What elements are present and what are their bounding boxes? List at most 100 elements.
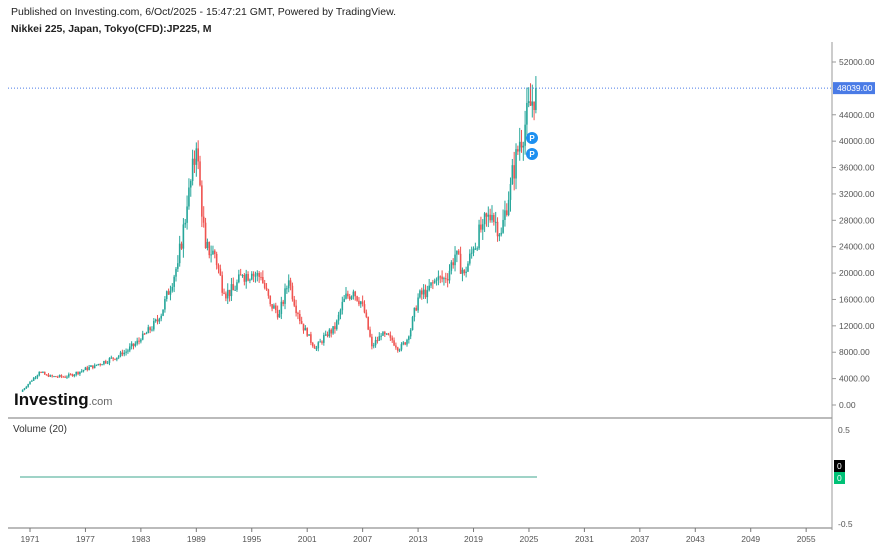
- candle-body: [419, 290, 421, 298]
- candle-body: [376, 340, 379, 342]
- y-tick-label: 8000.00: [839, 347, 870, 357]
- candle-body: [86, 367, 89, 370]
- candle-body: [420, 290, 423, 295]
- candle-body: [441, 276, 443, 280]
- candle-body: [267, 289, 270, 296]
- candle-body: [529, 101, 532, 106]
- x-tick-label: 2013: [409, 534, 428, 544]
- candle-body: [332, 326, 334, 334]
- candle-body: [526, 102, 528, 125]
- candle-body: [215, 253, 218, 266]
- candle-body: [480, 224, 482, 230]
- candle-body: [411, 317, 414, 330]
- candle-body: [524, 124, 526, 146]
- y-tick-label: 16000.00: [839, 294, 875, 304]
- candle-body: [527, 101, 530, 103]
- candle-body: [158, 318, 161, 322]
- candle-body: [95, 364, 98, 366]
- candle-body: [522, 145, 525, 148]
- candle-body: [73, 374, 76, 377]
- y-tick-label: 28000.00: [839, 215, 875, 225]
- event-marker-icon[interactable]: [526, 132, 538, 144]
- candle-body: [212, 250, 214, 255]
- candle-body: [193, 158, 196, 165]
- candle-body: [36, 375, 39, 378]
- candle-body: [445, 278, 447, 280]
- candle-body: [84, 367, 87, 371]
- candle-body: [243, 275, 246, 282]
- candle-body: [459, 253, 462, 274]
- candle-body: [299, 313, 301, 322]
- investing-logo: Investing.com: [14, 390, 113, 409]
- candle-body: [143, 333, 146, 335]
- candle-body: [103, 361, 105, 365]
- candle-body: [424, 289, 427, 298]
- candle-body: [217, 265, 220, 269]
- candle-body: [42, 372, 44, 374]
- event-marker-label: P: [529, 150, 535, 159]
- candle-body: [511, 165, 514, 185]
- candle-body: [106, 362, 109, 364]
- candle-body: [62, 376, 65, 378]
- candle-body: [223, 292, 225, 294]
- candle-body: [108, 358, 111, 363]
- candle-body: [68, 374, 70, 377]
- candle-body: [306, 328, 308, 336]
- y-tick-label: 24000.00: [839, 242, 875, 252]
- last-price-badge: [833, 82, 875, 95]
- candle-body: [147, 327, 150, 334]
- candle-body: [51, 375, 53, 377]
- candle-body: [450, 262, 453, 271]
- candle-body: [520, 141, 523, 148]
- candle-body: [371, 336, 373, 347]
- candle-body: [494, 221, 497, 223]
- x-tick-label: 2001: [298, 534, 317, 544]
- candle-body: [112, 357, 114, 359]
- candle-body: [31, 380, 33, 382]
- candle-body: [208, 241, 211, 256]
- event-marker-icon[interactable]: [526, 148, 538, 160]
- candle-body: [195, 148, 198, 165]
- candle-body: [395, 345, 397, 348]
- candle-body: [472, 248, 475, 253]
- x-tick-label: 2019: [464, 534, 483, 544]
- candle-body: [454, 254, 456, 266]
- candle-body: [474, 248, 477, 250]
- candle-body: [324, 334, 327, 336]
- candle-body: [461, 269, 464, 274]
- candle-body: [32, 377, 35, 381]
- candle-body: [221, 275, 223, 293]
- y-tick-label: 36000.00: [839, 163, 875, 173]
- candle-body: [311, 342, 314, 347]
- candle-body: [127, 350, 129, 352]
- candle-body: [141, 333, 144, 340]
- candle-body: [206, 241, 209, 249]
- candle-body: [384, 332, 386, 335]
- candle-body: [415, 307, 418, 311]
- x-tick-label: 2037: [630, 534, 649, 544]
- candle-body: [417, 297, 419, 311]
- candle-body: [210, 254, 212, 256]
- candle-body: [278, 313, 281, 318]
- candle-body: [317, 342, 320, 349]
- candle-body: [334, 326, 336, 330]
- y-tick-label: 40000.00: [839, 136, 875, 146]
- published-caption: Published on Investing.com, 6/Oct/2025 -…: [11, 6, 397, 18]
- candle-body: [178, 243, 181, 264]
- candle-body: [88, 366, 90, 370]
- candle-body: [396, 347, 399, 351]
- candle-body: [289, 280, 292, 286]
- candle-body: [439, 276, 442, 278]
- candle-body: [391, 337, 394, 341]
- symbol-title: Nikkei 225, Japan, Tokyo(CFD):JP225, M: [11, 23, 212, 35]
- candle-body: [125, 351, 127, 353]
- candle-body: [92, 365, 94, 369]
- candle-body: [509, 184, 512, 200]
- x-tick-label: 2031: [575, 534, 594, 544]
- y-tick-label: 0.00: [839, 400, 856, 410]
- candle-body: [500, 232, 503, 235]
- candle-body: [132, 343, 135, 346]
- candle-body: [99, 363, 102, 365]
- candle-body: [515, 149, 517, 179]
